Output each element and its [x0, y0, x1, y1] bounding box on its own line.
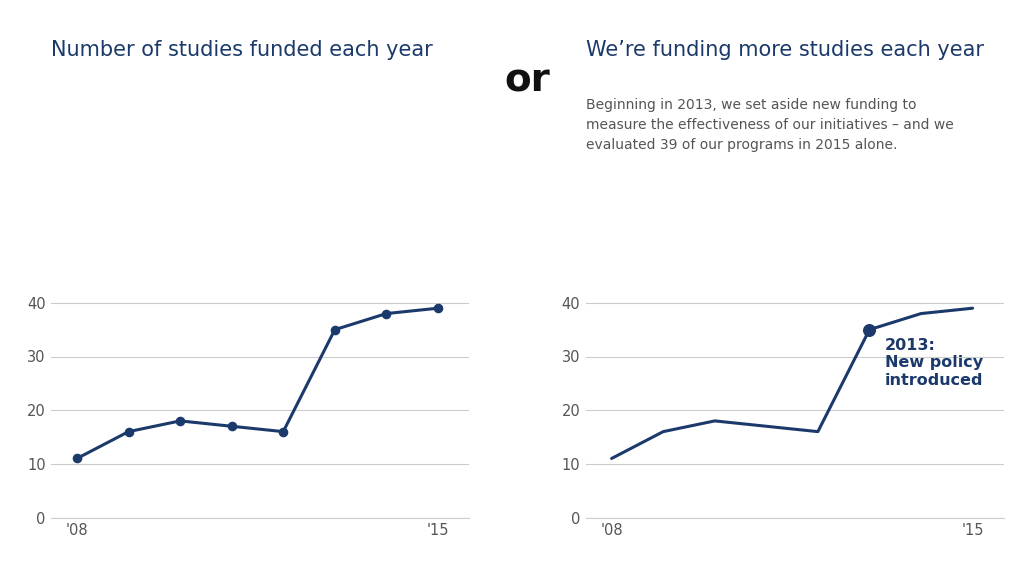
Point — [378, 309, 394, 318]
Text: Number of studies funded each year: Number of studies funded each year — [51, 40, 433, 60]
Point — [172, 416, 188, 426]
Point — [861, 325, 878, 334]
Text: or: or — [505, 62, 550, 99]
Point — [223, 421, 240, 431]
Point — [69, 454, 85, 463]
Text: We’re funding more studies each year: We’re funding more studies each year — [586, 40, 984, 60]
Point — [121, 427, 137, 436]
Text: 2013:
New policy
introduced: 2013: New policy introduced — [885, 338, 983, 388]
Point — [275, 427, 292, 436]
Point — [327, 325, 343, 334]
Point — [430, 304, 446, 313]
Text: Beginning in 2013, we set aside new funding to
measure the effectiveness of our : Beginning in 2013, we set aside new fund… — [586, 98, 953, 152]
